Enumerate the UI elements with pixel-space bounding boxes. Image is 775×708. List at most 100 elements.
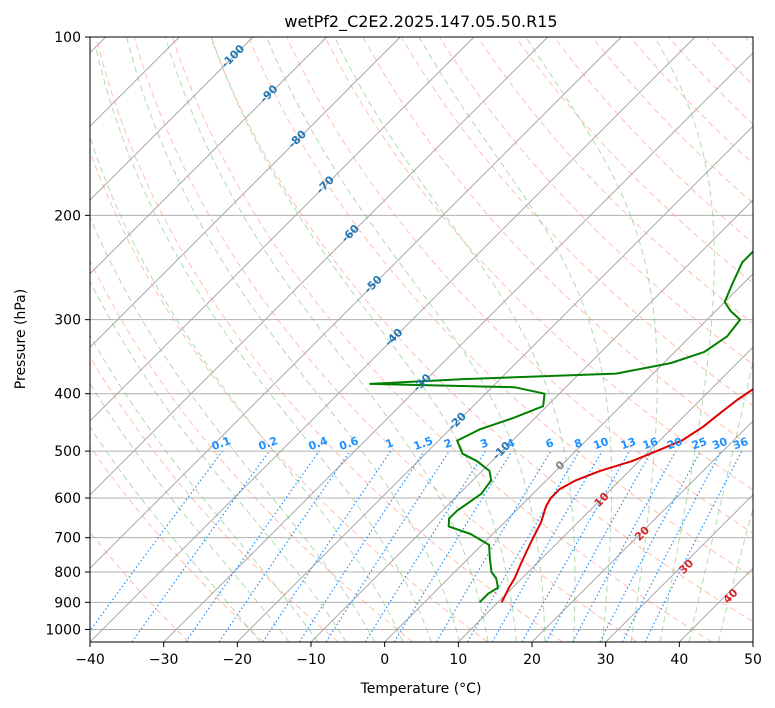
x-tick-label: −20 [223, 652, 253, 668]
mixing-ratio-label: 1 [384, 436, 396, 451]
isotherm-line [90, 37, 254, 201]
mixing-ratio-label: 8 [572, 436, 584, 451]
isotherm-line [384, 273, 753, 642]
moist-adiabat-line [90, 215, 376, 642]
dry-adiabat-line [324, 37, 753, 491]
dry-adiabat-line [248, 37, 753, 578]
dry-adiabat-line [515, 37, 753, 284]
dry-adiabat-line [171, 37, 712, 642]
mixing-ratio-label: 16 [641, 435, 660, 453]
moist-adiabat-line [90, 334, 319, 642]
x-tick-label: 40 [670, 652, 688, 668]
isotherm-line [90, 37, 328, 275]
x-axis-label: Temperature (°C) [360, 681, 482, 697]
moist-adiabat-line [210, 37, 517, 642]
chart-title: wetPf2_C2E2.2025.147.05.50.R15 [284, 12, 557, 32]
moist-adiabat-line [334, 37, 576, 642]
y-tick-label: 200 [54, 208, 81, 224]
x-tick-label: 10 [449, 652, 467, 668]
y-tick-label: 700 [54, 531, 81, 547]
x-tick-label: 50 [744, 652, 762, 668]
isotherm-line [531, 420, 753, 642]
mixing-ratio-line [218, 450, 351, 642]
isotherm-line [236, 125, 753, 642]
y-tick-label: 600 [54, 491, 81, 507]
mixing-ratio-label: 4 [505, 436, 517, 451]
mixing-ratio-line [325, 450, 450, 642]
isotherm-line [605, 494, 753, 642]
mixing-ratio-line [90, 450, 223, 632]
isotherm-line [90, 37, 696, 642]
mixing-ratio-line [298, 450, 425, 642]
mixing-ratio-label: 13 [619, 435, 638, 452]
x-tick-label: −30 [149, 652, 179, 668]
x-tick-label: 30 [597, 652, 615, 668]
mixing-ratio-line [521, 450, 631, 642]
isotherm-line [457, 346, 753, 642]
y-tick-label: 1000 [45, 622, 81, 638]
plot-frame [89, 36, 754, 643]
mixing-ratio-label: 36 [731, 435, 750, 453]
moist-adiabat-line [266, 37, 546, 642]
moist-adiabat-line [90, 279, 347, 642]
moist-adiabat-line [90, 135, 404, 642]
x-tick-label: −40 [75, 652, 105, 668]
mixing-ratio-line [131, 450, 270, 642]
y-tick-label: 300 [54, 313, 81, 329]
mixing-ratio-label: 1.5 [412, 434, 435, 453]
x-tick-label: −10 [296, 652, 326, 668]
mixing-ratio-line [393, 450, 513, 642]
mixing-ratio-label: 25 [690, 435, 709, 452]
moist-adiabat-line [525, 37, 658, 642]
isotherm-line [163, 52, 753, 642]
y-tick-label: 500 [54, 444, 81, 460]
moist-adiabat-line [90, 426, 261, 642]
moist-adiabat-line [418, 37, 613, 642]
temperature-profile-line [500, 387, 753, 603]
mixing-ratio-line [572, 450, 677, 642]
y-tick-label: 100 [54, 30, 81, 46]
isotherm-line [90, 37, 401, 348]
moist-adiabat-line [717, 506, 753, 642]
mixing-ratio-label: 6 [544, 436, 556, 451]
dry-adiabat-line [90, 445, 264, 642]
isotherm-line [90, 37, 622, 569]
y-axis-label: Pressure (hPa) [13, 289, 29, 389]
x-tick-label: 0 [380, 652, 389, 668]
moist-adiabat-line [95, 49, 432, 642]
moist-adiabat-line [654, 37, 715, 642]
y-tick-label: 800 [54, 565, 81, 581]
mixing-ratio-label: 2 [442, 436, 454, 451]
dry-adiabat-line [286, 37, 753, 534]
mixing-ratio-label: 30 [710, 435, 729, 453]
dewpoint-profile-line [369, 250, 753, 604]
mixing-ratio-label: 0.6 [338, 434, 361, 453]
mixing-ratio-label: 20 [665, 435, 684, 453]
moist-adiabat-line [90, 382, 290, 642]
mixing-ratio-label: 0.1 [210, 434, 233, 453]
dry-adiabat-line [90, 356, 339, 642]
mixing-ratio-line [185, 450, 320, 642]
dry-adiabat-line [210, 37, 753, 623]
y-tick-label: 400 [54, 387, 81, 403]
plot-area: -100-90-80-70-60-50-40-30-20-1000.1 0.2 0.… [90, 37, 753, 642]
mixing-ratio-line [545, 450, 653, 642]
isotherm-line [90, 37, 549, 496]
mixing-ratio-line [262, 450, 392, 642]
x-tick-label: 20 [523, 652, 541, 668]
isotherm-line [90, 37, 475, 422]
mixing-ratio-label: 0.4 [307, 434, 330, 453]
mixing-ratio-label: 0.2 [257, 434, 280, 453]
dry-adiabat-line [90, 259, 414, 642]
moist-adiabat-line [688, 358, 753, 642]
moist-adiabat-line [126, 37, 461, 642]
moist-adiabat-line [164, 37, 489, 642]
mixing-ratio-label: 10 [592, 435, 611, 453]
axes: −40 −30 −20 −10 0 10 20 30 40 5010020030040050060… [45, 30, 762, 668]
y-tick-label: 900 [54, 595, 81, 611]
mixing-ratio-line [644, 450, 743, 642]
mixing-ratio-label: 3 [478, 436, 490, 451]
dry-adiabat-line [95, 37, 563, 642]
